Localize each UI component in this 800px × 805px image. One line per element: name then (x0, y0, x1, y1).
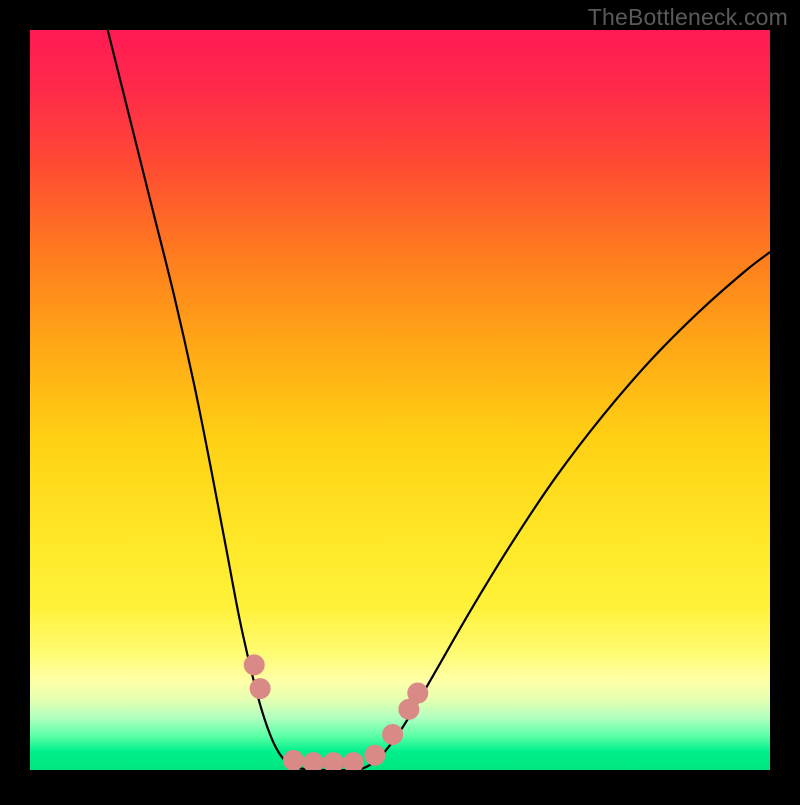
marker-point (408, 683, 428, 703)
marker-point (343, 753, 363, 773)
plot-background (30, 30, 770, 770)
marker-point (283, 750, 303, 770)
watermark-text: TheBottleneck.com (588, 4, 788, 31)
marker-point (383, 724, 403, 744)
marker-point (250, 679, 270, 699)
chart-frame: TheBottleneck.com (0, 0, 800, 800)
marker-point (303, 753, 323, 773)
marker-point (244, 655, 264, 675)
marker-point (323, 753, 343, 773)
marker-point (365, 745, 385, 765)
bottleneck-chart (0, 0, 800, 800)
